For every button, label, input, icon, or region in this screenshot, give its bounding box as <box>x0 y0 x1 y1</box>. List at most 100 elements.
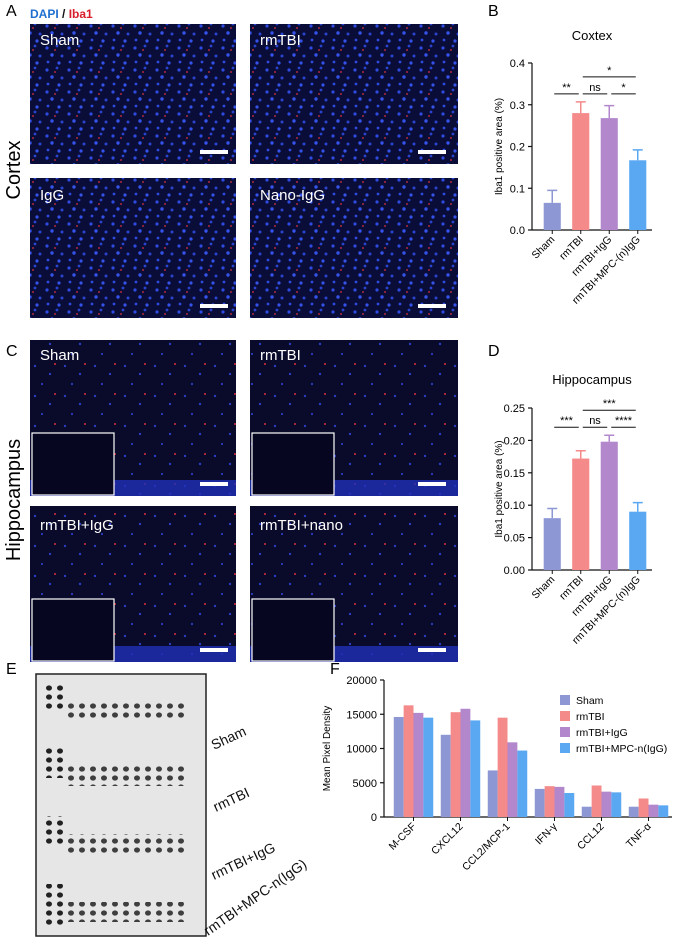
bar <box>393 716 404 817</box>
legend-swatch <box>560 711 570 721</box>
chart-title: Hippocampus <box>552 372 632 387</box>
significance-label: * <box>607 65 612 77</box>
cortex-tiles: Sham rmTBI IgG Nano-IgG <box>30 24 458 318</box>
tile-label: rmTBI+nano <box>260 517 343 534</box>
bar <box>600 441 618 570</box>
bar <box>638 798 649 817</box>
bar <box>543 518 561 570</box>
blot-spots <box>44 682 66 712</box>
significance-label: ns <box>589 82 601 94</box>
significance-label: * <box>621 82 626 94</box>
channel: Iba1 <box>69 7 93 21</box>
channel: DAPI <box>30 7 59 21</box>
micrograph <box>250 178 458 318</box>
bar <box>423 717 434 817</box>
scale-bar <box>200 648 228 652</box>
scale-bar <box>418 482 446 486</box>
tile-label: IgG <box>40 187 64 204</box>
legend-swatch <box>560 695 570 705</box>
blot-spots <box>44 884 66 928</box>
tile-label: Nano-IgG <box>260 187 325 204</box>
panel-letter: E <box>6 661 17 678</box>
error-bar <box>575 450 586 459</box>
y-tick-label: 0.0 <box>510 225 525 237</box>
y-tick-label: 0.05 <box>504 533 525 545</box>
bar <box>611 792 622 817</box>
scale-bar <box>200 304 228 308</box>
region-label: Hippocampus <box>3 439 25 561</box>
error-bar <box>547 507 558 519</box>
tile-label: rmTBI+IgG <box>40 517 114 534</box>
scale-bar <box>418 648 446 652</box>
error-bar <box>604 104 615 119</box>
bar <box>450 712 461 817</box>
bar <box>543 202 561 230</box>
blot-spots <box>66 834 186 854</box>
legend-swatch <box>560 743 570 753</box>
y-tick-label: 0.10 <box>504 500 525 512</box>
bar <box>517 750 528 817</box>
bar <box>572 113 590 230</box>
bar <box>413 712 424 817</box>
inset <box>251 432 335 496</box>
y-tick-label: 5000 <box>353 778 377 790</box>
bar <box>440 734 451 817</box>
micrograph <box>30 24 236 164</box>
bar <box>648 804 659 817</box>
channel-sep: / <box>62 7 66 21</box>
bar <box>629 511 647 570</box>
bar <box>497 717 508 817</box>
y-tick-label: 0.15 <box>504 468 525 480</box>
error-bar <box>632 501 643 512</box>
blot-spots <box>44 816 66 846</box>
error-bar <box>575 101 586 114</box>
legend-swatch <box>560 727 570 737</box>
error-bar <box>547 189 558 203</box>
tile-label: Sham <box>40 347 79 364</box>
bar <box>403 705 414 817</box>
bar <box>628 806 639 817</box>
y-axis-label: Iba1 positive area (%) <box>494 440 505 537</box>
bar <box>581 806 592 817</box>
hippocampus-tiles: Sham rmTBI rmTBI+IgG rmTBI+nano <box>30 340 458 662</box>
significance-label: ns <box>589 415 601 427</box>
y-tick-label: 10000 <box>346 744 377 756</box>
legend-label: Sham <box>576 695 604 707</box>
scale-bar <box>418 150 446 154</box>
panel-letter: A <box>6 3 17 20</box>
bar <box>544 786 555 817</box>
y-tick-label: 20000 <box>346 675 377 687</box>
blot-spots <box>66 766 186 786</box>
blot-spots <box>44 748 66 778</box>
legend-label: rmTBI+IgG <box>576 727 628 739</box>
error-bar <box>632 149 643 161</box>
micrograph <box>250 24 458 164</box>
y-axis-label: Mean Pixel Density <box>322 706 333 792</box>
scale-bar <box>200 150 228 154</box>
bar <box>591 785 602 817</box>
significance-label: *** <box>560 415 574 427</box>
tile-label: rmTBI <box>260 32 301 49</box>
inset <box>31 432 115 496</box>
legend-label: rmTBI+MPC-n(IgG) <box>576 743 667 755</box>
bar <box>601 791 612 817</box>
error-bar <box>604 434 615 442</box>
y-tick-label: 0.3 <box>510 100 525 112</box>
y-tick-label: 0.00 <box>504 565 525 577</box>
panel-letter: D <box>488 343 500 360</box>
inset <box>251 598 335 662</box>
tile-label: rmTBI <box>260 347 301 364</box>
bar <box>507 742 518 817</box>
y-tick-label: 15000 <box>346 709 377 721</box>
bar <box>534 788 545 817</box>
scale-bar <box>200 482 228 486</box>
bar <box>487 770 498 817</box>
region-label: Cortex <box>3 141 25 200</box>
tile-label: Sham <box>40 32 79 49</box>
bar <box>572 458 590 570</box>
significance-label: **** <box>615 415 633 427</box>
y-tick-label: 0.2 <box>510 142 525 154</box>
y-tick-label: 0.1 <box>510 183 525 195</box>
